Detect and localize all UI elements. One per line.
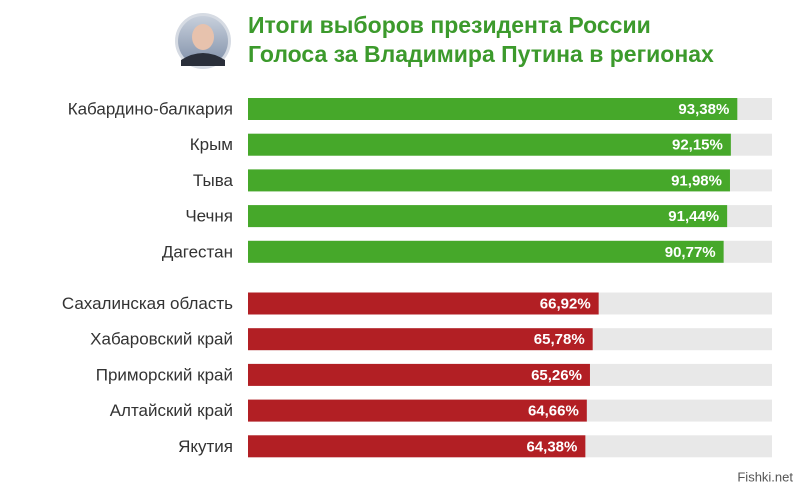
- watermark: Fishki.net: [737, 469, 793, 484]
- category-label: Сахалинская область: [62, 294, 233, 313]
- category-label: Хабаровский край: [90, 330, 233, 349]
- value-label: 91,44%: [668, 208, 719, 225]
- chart-title: Итоги выборов президента России: [248, 12, 651, 38]
- portrait: [175, 13, 231, 69]
- bar: [248, 328, 593, 351]
- bar: [248, 240, 724, 263]
- value-label: 91,98%: [671, 172, 722, 189]
- bar: [248, 205, 728, 228]
- category-label: Крым: [190, 135, 233, 154]
- chart-subtitle: Голоса за Владимира Путина в регионах: [248, 41, 714, 67]
- value-label: 64,38%: [526, 438, 577, 455]
- value-label: 65,78%: [534, 331, 585, 348]
- bar: [248, 292, 599, 315]
- value-label: 90,77%: [665, 244, 716, 261]
- bar: [248, 363, 590, 386]
- bar: [248, 98, 738, 120]
- value-label: 65,26%: [531, 367, 582, 384]
- bar: [248, 435, 586, 458]
- value-label: 64,66%: [528, 403, 579, 420]
- category-label: Дагестан: [162, 242, 233, 261]
- category-label: Тыва: [193, 171, 234, 190]
- category-label: Кабардино-балкария: [68, 99, 233, 118]
- category-label: Якутия: [178, 437, 233, 456]
- bar: [248, 169, 730, 192]
- bar: [248, 133, 731, 156]
- value-label: 93,38%: [678, 101, 729, 118]
- bar: [248, 399, 587, 422]
- category-label: Приморский край: [96, 365, 233, 384]
- value-label: 92,15%: [672, 137, 723, 154]
- category-label: Чечня: [185, 207, 233, 226]
- value-label: 66,92%: [540, 295, 591, 312]
- category-label: Алтайский край: [110, 401, 233, 420]
